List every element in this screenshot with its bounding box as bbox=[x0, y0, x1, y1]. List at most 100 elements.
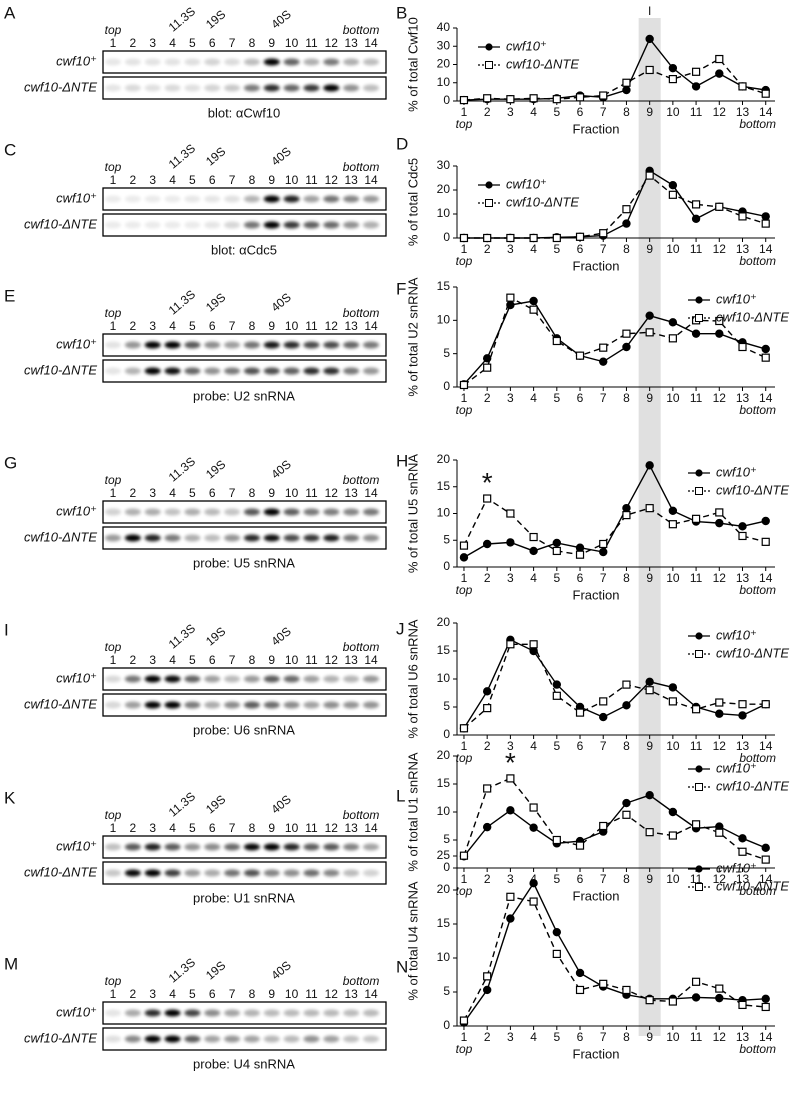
point bbox=[715, 329, 724, 338]
end-label: top bbox=[456, 884, 473, 898]
blot-band bbox=[323, 84, 340, 92]
lane-number: 8 bbox=[249, 821, 256, 835]
x-tick-label: 9 bbox=[646, 242, 653, 256]
panel-letter: N bbox=[396, 957, 408, 976]
point bbox=[482, 822, 492, 832]
point bbox=[691, 67, 701, 76]
lane-number: 6 bbox=[209, 36, 216, 50]
blot-band bbox=[204, 84, 221, 92]
point bbox=[622, 329, 631, 338]
blot-band bbox=[283, 869, 300, 877]
blot-band bbox=[224, 1035, 241, 1043]
point bbox=[482, 985, 492, 995]
blot-band bbox=[243, 508, 260, 516]
lane-number: 5 bbox=[189, 821, 196, 835]
blot-band bbox=[303, 341, 320, 349]
point bbox=[715, 993, 724, 1003]
blot-band bbox=[124, 58, 141, 66]
x-tick-label: 14 bbox=[759, 1030, 773, 1044]
point bbox=[738, 82, 747, 91]
blot-band bbox=[263, 843, 280, 851]
blot-band bbox=[243, 701, 260, 709]
x-tick-label: 4 bbox=[530, 739, 537, 753]
sedimentation-marker: 11.3S bbox=[166, 621, 198, 651]
lane-number: 8 bbox=[249, 173, 256, 187]
point bbox=[459, 541, 469, 550]
lane-number: 9 bbox=[268, 987, 275, 1001]
point bbox=[645, 996, 654, 1005]
x-tick-label: 7 bbox=[600, 105, 607, 119]
blot-band bbox=[124, 701, 141, 709]
point bbox=[738, 700, 747, 709]
bottom-label: bottom bbox=[343, 473, 380, 487]
blot-band bbox=[105, 58, 121, 66]
lane-number: 3 bbox=[149, 173, 156, 187]
strain-label: cwf10⁺ bbox=[56, 53, 97, 68]
blot-band bbox=[363, 58, 379, 66]
x-tick-label: 3 bbox=[507, 1030, 514, 1044]
lane-number: 10 bbox=[285, 319, 299, 333]
blot-caption: probe: U2 snRNA bbox=[193, 388, 295, 403]
y-tick-label: 0 bbox=[443, 1018, 450, 1032]
lane-number: 10 bbox=[285, 653, 299, 667]
lane-number: 10 bbox=[285, 821, 299, 835]
top-label: top bbox=[105, 306, 122, 320]
y-axis-label: % of total U4 snRNA bbox=[405, 881, 420, 1001]
blot-band bbox=[164, 534, 181, 542]
blot-band bbox=[124, 1035, 141, 1043]
lane-number: 9 bbox=[268, 173, 275, 187]
sedimentation-marker: 40S bbox=[268, 457, 293, 481]
blot-caption: probe: U6 snRNA bbox=[193, 722, 295, 737]
strain-label: cwf10-ΔNTE bbox=[24, 529, 97, 544]
panel-letter: K bbox=[4, 788, 16, 807]
y-tick-label: 5 bbox=[443, 699, 450, 713]
point bbox=[506, 892, 515, 901]
x-tick-label: 11 bbox=[690, 242, 703, 256]
blot-band bbox=[303, 195, 320, 203]
point bbox=[761, 353, 770, 362]
significance-star: * bbox=[482, 467, 493, 498]
blot-band bbox=[105, 508, 121, 516]
blot-band bbox=[164, 221, 181, 229]
blot-band bbox=[105, 367, 121, 375]
point bbox=[575, 985, 585, 995]
blot-band bbox=[224, 869, 241, 877]
x-tick-label: 13 bbox=[736, 872, 750, 886]
x-axis-label: Fraction bbox=[573, 121, 620, 136]
y-tick-label: 20 bbox=[437, 882, 451, 896]
blot-band bbox=[224, 508, 241, 516]
x-tick-label: 14 bbox=[759, 872, 773, 886]
legend-label: cwf10-ΔNTE bbox=[716, 778, 789, 793]
legend-marker bbox=[695, 650, 703, 658]
lane-number: 1 bbox=[110, 173, 117, 187]
lane-number: 8 bbox=[249, 486, 256, 500]
lane-number: 12 bbox=[325, 653, 339, 667]
lane-number: 13 bbox=[344, 653, 358, 667]
x-tick-label: 2 bbox=[484, 391, 491, 405]
blot-band bbox=[243, 221, 260, 229]
bottom-label: bottom bbox=[343, 160, 380, 174]
point bbox=[552, 538, 562, 548]
blot-band bbox=[343, 869, 360, 877]
point bbox=[459, 95, 469, 105]
y-tick-label: 0 bbox=[443, 559, 450, 573]
blot-band bbox=[263, 58, 280, 66]
blot-band bbox=[105, 195, 121, 203]
x-tick-label: 11 bbox=[690, 739, 703, 753]
lane-number: 4 bbox=[169, 821, 176, 835]
point bbox=[668, 506, 678, 516]
blot-band bbox=[204, 195, 221, 203]
blot-band bbox=[224, 221, 241, 229]
x-tick-label: 4 bbox=[530, 571, 537, 585]
blot-band bbox=[144, 675, 161, 683]
point bbox=[459, 851, 469, 860]
sedimentation-marker: 40S bbox=[268, 624, 293, 648]
end-label: bottom bbox=[739, 884, 776, 898]
point bbox=[622, 219, 631, 228]
end-label: bottom bbox=[739, 583, 776, 597]
x-tick-label: 11 bbox=[690, 391, 703, 405]
lane-number: 11 bbox=[305, 486, 318, 500]
x-tick-label: 12 bbox=[713, 1030, 727, 1044]
y-tick-label: 0 bbox=[443, 727, 450, 741]
blot-band bbox=[303, 221, 320, 229]
